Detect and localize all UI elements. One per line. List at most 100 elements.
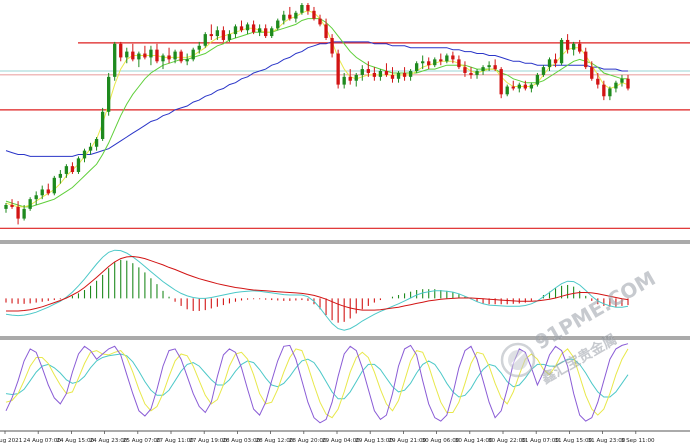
candle-body	[336, 53, 340, 85]
candle-body	[559, 39, 564, 64]
candle-10	[64, 164, 69, 178]
candle-45	[276, 18, 280, 31]
candle-54	[330, 34, 334, 58]
candle-body	[414, 63, 419, 72]
candle-body	[330, 38, 334, 54]
candle-body	[185, 59, 189, 62]
candle-76	[463, 61, 467, 77]
candle-body	[481, 67, 485, 72]
candle-body	[52, 177, 56, 194]
x-tick-label-16: 31 Aug 07:00	[521, 438, 559, 444]
candle-12	[76, 156, 81, 174]
candle-102	[620, 74, 624, 87]
candle-body	[487, 65, 491, 68]
candle-9	[58, 170, 63, 184]
candle-90	[547, 57, 552, 72]
x-tick-label-2: 24 Aug 15:00	[56, 438, 94, 444]
candle-34	[209, 24, 213, 40]
x-tick-label-8: 28 Aug 12:00	[256, 438, 294, 444]
candle-body	[82, 150, 87, 159]
stoch-k-line	[5, 343, 629, 424]
candle-body	[221, 30, 226, 40]
candle-47	[288, 6, 292, 21]
macd-panel	[5, 249, 629, 331]
candle-body	[100, 111, 105, 139]
x-tick-label-12: 29 Aug 21:00	[388, 438, 426, 444]
candle-51	[312, 6, 316, 21]
candle-3	[22, 204, 26, 221]
candle-body	[439, 59, 443, 62]
candle-11	[70, 162, 75, 174]
candle-body	[547, 59, 552, 68]
candle-50	[306, 3, 310, 15]
candle-73	[445, 53, 449, 64]
candle-58	[354, 72, 358, 87]
candle-71	[433, 57, 437, 68]
candle-49	[300, 3, 304, 15]
candle-body	[28, 199, 32, 209]
candle-body	[499, 69, 503, 95]
candle-29	[179, 49, 183, 64]
candle-37	[227, 30, 232, 42]
candle-31	[191, 47, 195, 62]
candle-body	[578, 43, 582, 52]
candle-14	[88, 142, 93, 155]
candle-82	[499, 67, 503, 99]
candle-30	[185, 53, 189, 66]
candle-43	[264, 24, 268, 39]
macd-signal-line	[6, 255, 629, 312]
x-tick-label-18: 31 Aug 23:00	[588, 438, 626, 444]
candle-44	[270, 26, 274, 39]
candle-23	[143, 45, 147, 60]
candle-36	[221, 26, 226, 42]
candle-17	[106, 72, 111, 116]
candle-85	[517, 82, 521, 93]
candle-body	[608, 88, 612, 97]
candle-2	[16, 201, 20, 225]
candle-body	[4, 204, 8, 209]
candle-body	[76, 158, 81, 172]
candle-56	[342, 72, 346, 89]
x-tick-label-19: 3 Sep 11:00	[621, 438, 655, 444]
candle-body	[396, 72, 401, 79]
candle-body	[565, 39, 570, 50]
candle-body	[282, 14, 286, 21]
candlesticks	[4, 3, 630, 225]
candle-98	[596, 72, 600, 89]
candle-body	[179, 51, 183, 62]
x-tick-label-15: 30 Aug 22:00	[488, 438, 526, 444]
candle-body	[161, 55, 165, 62]
candle-62	[378, 69, 383, 81]
candle-20	[125, 47, 129, 64]
x-tick-label-17: 31 Aug 15:00	[554, 438, 592, 444]
candle-69	[421, 55, 425, 70]
panel-frames	[0, 240, 690, 432]
candle-body	[342, 76, 346, 85]
candle-body	[626, 78, 630, 89]
x-tick-label-11: 29 Aug 13:00	[355, 438, 393, 444]
candle-42	[257, 24, 262, 37]
x-tick-label-10: 29 Aug 04:00	[322, 438, 360, 444]
candle-65	[396, 71, 401, 83]
candle-15	[94, 137, 99, 151]
candle-body	[276, 20, 280, 29]
macd-line	[5, 249, 629, 331]
candle-body	[433, 59, 437, 66]
candle-97	[590, 61, 594, 81]
candle-body	[517, 84, 521, 89]
candle-101	[614, 80, 618, 93]
candle-89	[541, 65, 546, 77]
candle-body	[360, 69, 364, 75]
candle-body	[445, 55, 449, 62]
candle-body	[602, 84, 606, 97]
candle-88	[535, 72, 540, 87]
candle-28	[173, 49, 177, 64]
candle-body	[620, 78, 624, 83]
candle-body	[191, 49, 195, 60]
candle-body	[245, 24, 250, 31]
candle-body	[203, 34, 207, 46]
candle-body	[239, 26, 244, 31]
candle-38	[233, 24, 238, 39]
candle-61	[372, 67, 377, 81]
x-tick-label-9: 28 Aug 20:00	[289, 438, 327, 444]
